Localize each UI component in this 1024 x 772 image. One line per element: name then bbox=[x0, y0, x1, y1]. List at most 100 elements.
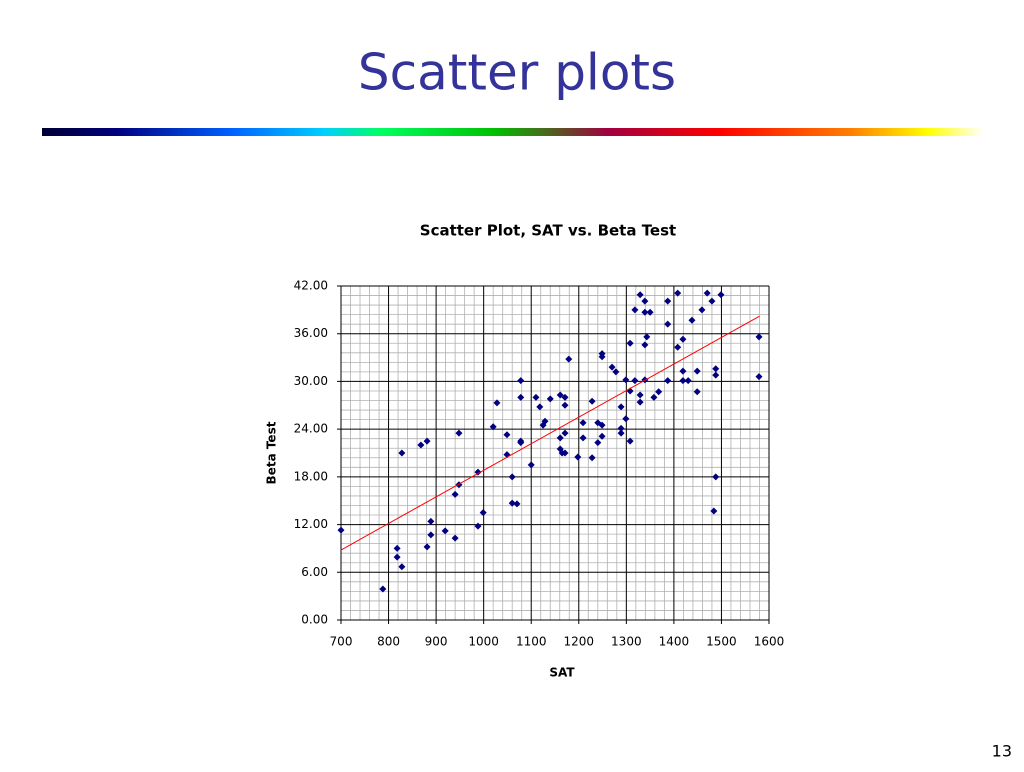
scatter-point bbox=[608, 363, 616, 371]
scatter-point bbox=[641, 297, 649, 305]
y-tick-label: 30.00 bbox=[294, 374, 328, 388]
scatter-point bbox=[532, 393, 540, 401]
scatter-point bbox=[594, 439, 602, 447]
scatter-point bbox=[417, 441, 425, 449]
y-tick-label: 36.00 bbox=[294, 326, 328, 340]
scatter-point bbox=[536, 403, 544, 411]
scatter-point bbox=[441, 527, 449, 535]
scatter-point bbox=[617, 424, 625, 432]
scatter-point bbox=[393, 544, 401, 552]
scatter-point bbox=[574, 453, 582, 461]
scatter-point bbox=[622, 415, 630, 423]
x-tick-label: 1100 bbox=[516, 635, 547, 649]
scatter-point bbox=[617, 429, 625, 437]
scatter-point bbox=[598, 421, 606, 429]
scatter-point bbox=[636, 291, 644, 299]
scatter-point bbox=[541, 417, 549, 425]
scatter-point bbox=[508, 473, 516, 481]
scatter-point bbox=[598, 432, 606, 440]
scatter-point bbox=[712, 473, 720, 481]
scatter-point bbox=[708, 297, 716, 305]
scatter-point bbox=[546, 395, 554, 403]
scatter-point bbox=[588, 454, 596, 462]
scatter-point bbox=[664, 377, 672, 385]
scatter-point bbox=[493, 399, 501, 407]
scatter-point bbox=[617, 403, 625, 411]
trendline bbox=[340, 315, 760, 551]
chart-title: Scatter Plot, SAT vs. Beta Test bbox=[420, 222, 676, 240]
y-tick-label: 0.00 bbox=[301, 613, 328, 627]
scatter-point bbox=[517, 439, 525, 447]
scatter-point bbox=[717, 291, 725, 299]
scatter-point bbox=[650, 393, 658, 401]
scatter-point bbox=[561, 449, 569, 457]
scatter-point bbox=[556, 391, 564, 399]
scatter-point bbox=[565, 355, 573, 363]
scatter-point bbox=[393, 553, 401, 561]
scatter-point bbox=[684, 377, 692, 385]
scatter-point bbox=[641, 341, 649, 349]
x-tick-label: 1400 bbox=[659, 635, 690, 649]
scatter-point bbox=[451, 534, 459, 542]
x-tick-label: 700 bbox=[330, 635, 353, 649]
scatter-point bbox=[674, 289, 682, 297]
scatter-point bbox=[631, 377, 639, 385]
y-tick-label: 12.00 bbox=[294, 517, 328, 531]
scatter-point bbox=[479, 509, 487, 517]
scatter-point bbox=[489, 423, 497, 431]
scatter-point bbox=[698, 306, 706, 314]
scatter-point bbox=[398, 449, 406, 457]
scatter-point bbox=[423, 437, 431, 445]
slide-title: Scatter plots bbox=[358, 44, 676, 102]
scatter-point bbox=[427, 517, 435, 525]
x-tick-label: 1500 bbox=[706, 635, 737, 649]
x-tick-label: 800 bbox=[377, 635, 400, 649]
scatter-point bbox=[679, 367, 687, 375]
y-axis-label: Beta Test bbox=[265, 421, 279, 484]
scatter-point bbox=[655, 388, 663, 396]
scatter-point bbox=[679, 335, 687, 343]
scatter-point bbox=[337, 526, 345, 534]
scatter-point bbox=[556, 434, 564, 442]
scatter-point bbox=[703, 289, 711, 297]
scatter-point bbox=[423, 543, 431, 551]
scatter-point bbox=[503, 431, 511, 439]
scatter-point bbox=[579, 419, 587, 427]
scatter-point bbox=[451, 490, 459, 498]
plot-area bbox=[341, 286, 769, 620]
scatter-point bbox=[455, 429, 463, 437]
scatter-point bbox=[427, 531, 435, 539]
scatter-point bbox=[643, 333, 651, 341]
scatter-point bbox=[561, 401, 569, 409]
x-axis-label: SAT bbox=[549, 666, 575, 680]
page-number: 13 bbox=[992, 742, 1012, 761]
scatter-point bbox=[579, 434, 587, 442]
scatter-point bbox=[755, 373, 763, 381]
scatter-point bbox=[710, 507, 718, 515]
scatter-point bbox=[474, 468, 482, 476]
scatter-point bbox=[674, 343, 682, 351]
scatter-point bbox=[612, 368, 620, 376]
scatter-point bbox=[474, 522, 482, 530]
scatter-point bbox=[398, 563, 406, 571]
scatter-point bbox=[664, 297, 672, 305]
scatter-point bbox=[712, 371, 720, 379]
scatter-point bbox=[379, 585, 387, 593]
scatter-point bbox=[679, 377, 687, 385]
scatter-point bbox=[636, 398, 644, 406]
rainbow-bar bbox=[42, 128, 984, 136]
scatter-point bbox=[622, 376, 630, 384]
scatter-point bbox=[561, 393, 569, 401]
scatter-point bbox=[693, 388, 701, 396]
scatter-point bbox=[626, 437, 634, 445]
scatter-point bbox=[636, 391, 644, 399]
x-tick-label: 1300 bbox=[611, 635, 642, 649]
y-tick-label: 42.00 bbox=[294, 279, 328, 293]
y-tick-label: 18.00 bbox=[294, 469, 328, 483]
scatter-point bbox=[646, 308, 654, 316]
scatter-point bbox=[588, 397, 596, 405]
scatter-point bbox=[527, 461, 535, 469]
scatter-point bbox=[712, 365, 720, 373]
